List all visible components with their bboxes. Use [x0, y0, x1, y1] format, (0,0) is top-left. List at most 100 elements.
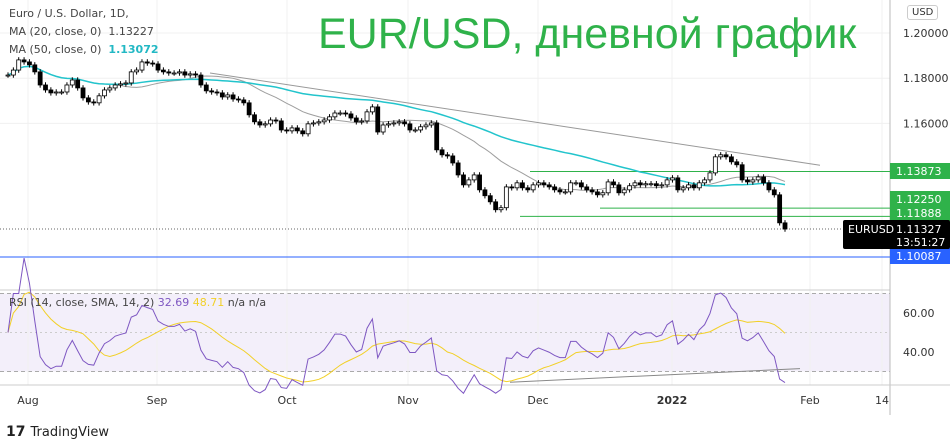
currency-badge[interactable]: USD	[907, 5, 939, 20]
candle-body	[552, 186, 557, 191]
candle-body	[69, 79, 75, 86]
chart-legend: Euro / U.S. Dollar, 1D, MA (20, close, 0…	[9, 5, 159, 59]
candle-body	[605, 181, 611, 194]
last-price-countdown: 13:51:27	[896, 236, 945, 249]
candle-body	[375, 106, 381, 133]
tradingview-logo[interactable]: 17 TradingView	[6, 424, 110, 440]
candle-body	[434, 122, 440, 151]
time-tick-label: Aug	[17, 394, 38, 407]
time-tick-label: Sep	[147, 394, 168, 407]
candle-body	[653, 183, 659, 187]
candle-body	[536, 182, 541, 186]
level-label-bg	[890, 248, 950, 264]
candle-body	[670, 177, 675, 181]
candle-body	[337, 112, 343, 115]
candle-body	[707, 172, 713, 181]
candle-body	[21, 59, 27, 63]
candle-body	[643, 183, 649, 186]
candle-body	[745, 179, 750, 183]
rsi-line	[7, 257, 786, 395]
rsi-trendline	[509, 368, 801, 383]
candle-body	[219, 92, 225, 98]
candle-body	[118, 83, 123, 86]
candle-body	[584, 186, 590, 191]
level-label-bg	[890, 205, 950, 221]
candle-body	[225, 94, 231, 98]
candle-body	[766, 182, 772, 191]
rsi-tick-label: 40.00	[903, 346, 935, 359]
candle-body	[600, 192, 606, 196]
candle-body	[53, 91, 59, 94]
candle-body	[134, 69, 140, 73]
candle-body	[750, 179, 756, 183]
candle-body	[487, 195, 493, 203]
rsi-sma-value: 48.71	[192, 296, 225, 309]
candle-body	[686, 184, 691, 189]
candle-body	[364, 111, 370, 122]
candle-body	[611, 181, 616, 186]
candle-body	[675, 177, 681, 191]
candle-body	[273, 119, 279, 122]
candle-body	[734, 161, 740, 166]
candle-body	[589, 189, 595, 193]
candle-body	[59, 91, 64, 94]
candle-body	[300, 130, 306, 135]
candle-body	[632, 182, 638, 187]
candle-body	[332, 112, 338, 118]
candle-body	[696, 182, 702, 189]
ma50-value: 1.13072	[108, 43, 159, 56]
candle-body	[680, 187, 686, 191]
candle-body	[503, 186, 509, 209]
candle-body	[160, 69, 166, 73]
ma20-legend[interactable]: MA (20, close, 0) 1.13227	[9, 25, 154, 38]
candle-body	[729, 156, 734, 163]
ma50-legend[interactable]: MA (50, close, 0) 1.13072	[9, 43, 159, 56]
candle-body	[466, 179, 472, 186]
candle-body	[193, 73, 198, 76]
candle-body	[718, 154, 724, 158]
symbol-line[interactable]: Euro / U.S. Dollar, 1D,	[9, 7, 129, 20]
candle-body	[48, 89, 54, 94]
candle-body	[423, 124, 429, 128]
candle-body	[348, 113, 354, 119]
candle-body	[761, 176, 766, 184]
candle-body	[369, 106, 375, 113]
candle-body	[102, 89, 107, 97]
candle-body	[294, 127, 300, 132]
rsi-legend[interactable]: RSI (14, close, SMA, 14, 2) 32.69 48.71 …	[9, 296, 267, 309]
candle-body	[123, 82, 129, 85]
candle-body	[75, 79, 81, 89]
candle-body	[573, 182, 579, 185]
last-price-value: 1.11327	[896, 223, 942, 236]
candle-body	[530, 184, 536, 191]
candle-body	[471, 174, 477, 181]
candle-body	[439, 149, 445, 156]
time-tick-label: 14	[875, 394, 889, 407]
candle-body	[771, 189, 777, 196]
candle-body	[187, 73, 193, 76]
price-tick-label: 1.20000	[903, 27, 949, 40]
candle-body	[262, 123, 268, 126]
candle-body	[739, 164, 745, 181]
candle-body	[659, 184, 665, 187]
candle-body	[139, 61, 145, 71]
candle-body	[327, 116, 332, 121]
candle-body	[155, 63, 161, 71]
candle-body	[546, 184, 552, 188]
candle-body	[498, 207, 504, 211]
candle-body	[557, 189, 563, 193]
candle-body	[166, 71, 172, 74]
candle-body	[257, 121, 263, 126]
candle-body	[648, 183, 654, 186]
candle-body	[621, 189, 627, 194]
level-label: 1.13873	[896, 165, 942, 178]
candle-body	[37, 71, 43, 86]
level-label: 1.12250	[896, 193, 942, 206]
candle-body	[402, 121, 407, 125]
candle-body	[723, 154, 729, 158]
level-label: 1.11888	[896, 207, 942, 220]
candle-body	[289, 127, 295, 132]
candle-body	[525, 187, 531, 191]
candle-body	[637, 182, 643, 186]
